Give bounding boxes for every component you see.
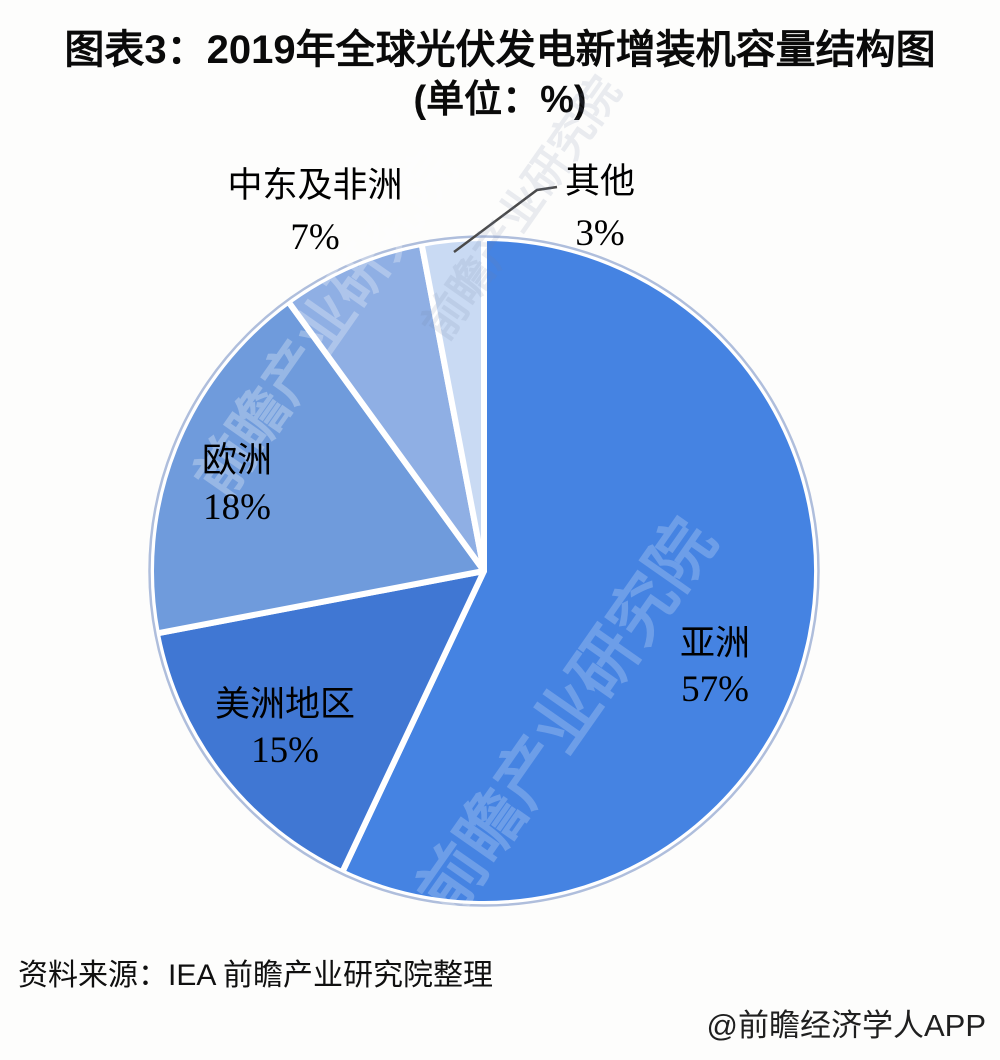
slice-percent: 7% [290,217,340,258]
slice-percent: 3% [575,213,625,254]
slice-percent: 57% [681,669,749,710]
slice-label-americas: 美洲地区 15% [165,682,405,774]
pie-slice-0 [339,235,820,907]
pie-outline [148,235,820,907]
slice-label-europe: 欧洲 18% [152,437,322,531]
slice-name: 美洲地区 [214,685,355,724]
slice-label-other: 其他 3% [520,156,680,260]
slice-label-asia: 亚洲 57% [630,621,800,713]
source-note: 资料来源：IEA 前瞻产业研究院整理 [18,959,494,992]
slice-name: 亚洲 [679,624,750,663]
other-slice-leader-line [453,185,558,254]
slice-label-middle-east-africa: 中东及非洲 7% [185,160,445,264]
chart-title-block: 图表3：2019年全球光伏发电新增装机容量结构图 (单位：%) [0,24,1000,124]
slice-name: 中东及非洲 [227,166,403,205]
pie-slice-1 [153,568,487,876]
chart-title: 图表3：2019年全球光伏发电新增装机容量结构图 [64,28,936,72]
pie-slice-2 [148,298,487,637]
watermark-credit: @前瞻经济学人APP [706,1008,987,1043]
pie-slice-4 [418,235,487,574]
slice-percent: 15% [251,730,319,771]
slice-name: 其他 [564,162,635,201]
slice-name: 欧洲 [201,441,272,480]
slice-percent: 18% [203,487,271,528]
chart-title-unit: (单位：%) [413,79,587,121]
